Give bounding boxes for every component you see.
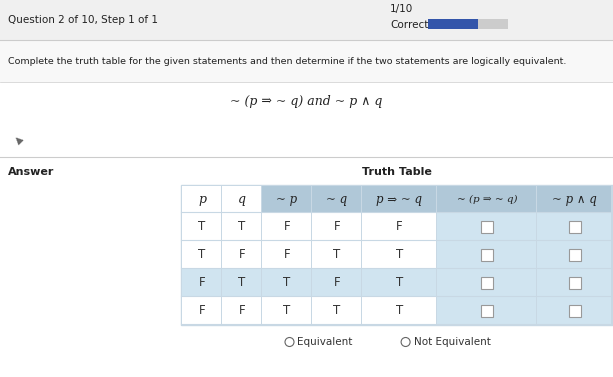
Text: T: T [333,304,341,317]
Bar [181,185,613,325]
Bar [481,276,493,288]
Text: ~ (p ⇒ ~ q): ~ (p ⇒ ~ q) [457,195,517,204]
Text: T: T [396,248,403,261]
Text: Question 2 of 10, Step 1 of 1: Question 2 of 10, Step 1 of 1 [8,15,158,25]
Text: F: F [199,304,205,317]
Bar [568,276,581,288]
Bar [537,297,611,324]
Bar [312,297,361,324]
Text: T: T [238,220,246,233]
Bar [437,269,536,296]
Bar [182,186,221,212]
Text: T: T [283,276,291,289]
Bar [362,297,436,324]
Bar [312,186,361,212]
Text: T: T [396,304,403,317]
Text: Not Equivalent: Not Equivalent [414,337,490,347]
Bar [478,19,508,29]
Bar [182,241,221,268]
Text: T: T [396,276,403,289]
Text: T: T [199,220,205,233]
Text: 1/10: 1/10 [390,4,413,14]
Text: p: p [198,193,206,205]
Bar [362,241,436,268]
Bar [312,213,361,240]
Bar [537,186,611,212]
Text: Answer: Answer [8,167,55,177]
Text: F: F [284,248,291,261]
Bar [182,297,221,324]
Bar [362,186,436,212]
Bar [0,40,613,82]
Text: T: T [238,276,246,289]
Bar [568,221,581,233]
Bar [437,186,536,212]
Bar [437,241,536,268]
Text: Correct: Correct [390,20,428,30]
Bar [537,269,611,296]
Bar [262,241,311,268]
Text: T: T [199,248,205,261]
Bar [262,297,311,324]
Bar [537,213,611,240]
Bar [262,186,311,212]
Text: ~ p ∧ q: ~ p ∧ q [552,193,597,205]
Text: Complete the truth table for the given statements and then determine if the two : Complete the truth table for the given s… [8,57,566,66]
Bar [537,241,611,268]
Bar [222,269,261,296]
Bar [222,186,261,212]
Text: p ⇒ ~ q: p ⇒ ~ q [376,193,422,205]
Text: F: F [396,220,403,233]
Text: F: F [238,304,245,317]
Bar [0,0,613,40]
Bar [182,213,221,240]
Text: T: T [283,304,291,317]
Bar [222,297,261,324]
Text: q: q [238,193,246,205]
Text: F: F [333,276,340,289]
Bar [312,241,361,268]
Bar [262,269,311,296]
Bar [222,241,261,268]
Bar [362,213,436,240]
Bar [481,221,493,233]
Bar [568,305,581,317]
Bar [428,19,478,29]
Text: F: F [284,220,291,233]
Text: Equivalent: Equivalent [297,337,353,347]
Text: F: F [333,220,340,233]
Bar [262,213,311,240]
Text: ~ q: ~ q [327,193,348,205]
Bar [437,297,536,324]
Bar [312,269,361,296]
Bar [362,269,436,296]
Bar [481,305,493,317]
Bar [437,213,536,240]
Text: ▲: ▲ [12,133,25,145]
Text: T: T [333,248,341,261]
Text: F: F [199,276,205,289]
Bar [182,269,221,296]
Bar [481,248,493,261]
Text: F: F [238,248,245,261]
Text: ~ p: ~ p [276,193,297,205]
Text: Truth Table: Truth Table [362,167,432,177]
Bar [222,213,261,240]
Text: ~ (p ⇒ ~ q) and ~ p ∧ q: ~ (p ⇒ ~ q) and ~ p ∧ q [230,95,382,107]
Bar [568,248,581,261]
